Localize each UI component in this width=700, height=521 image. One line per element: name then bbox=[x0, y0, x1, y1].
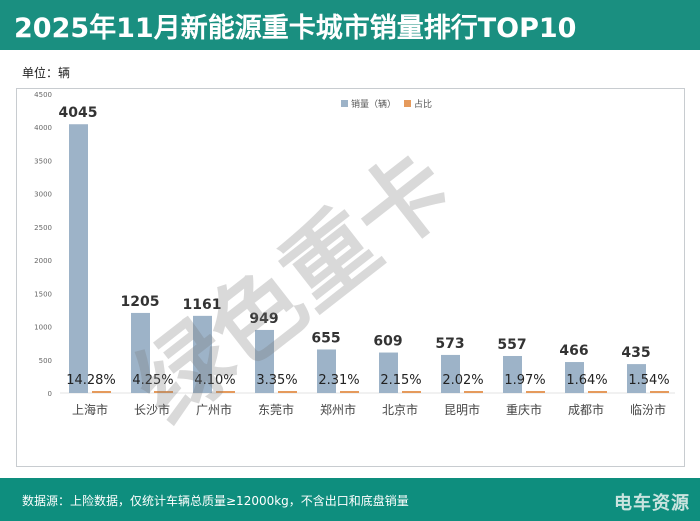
y-tick-label: 3000 bbox=[34, 191, 52, 199]
y-tick-label: 0 bbox=[48, 390, 52, 398]
legend-sales-label: 销量（辆） bbox=[351, 98, 396, 110]
legend-share-label: 占比 bbox=[414, 98, 432, 110]
category-label: 临汾市 bbox=[630, 402, 666, 417]
chart-frame bbox=[16, 88, 685, 467]
category-label: 北京市 bbox=[382, 402, 418, 417]
sales-bar bbox=[193, 315, 212, 393]
footer-banner: 数据源：上险数据，仅统计车辆总质量≥12000kg，不含出口和底盘销量 电车资源 bbox=[0, 478, 700, 521]
sales-value-label: 655 bbox=[311, 330, 340, 346]
y-tick-label: 3500 bbox=[34, 157, 52, 165]
y-tick-label: 2500 bbox=[34, 224, 52, 232]
sales-bar bbox=[627, 364, 646, 393]
share-bar bbox=[650, 391, 669, 393]
y-tick-label: 4500 bbox=[34, 91, 52, 99]
y-tick-label: 1000 bbox=[34, 324, 52, 332]
sales-bar bbox=[317, 349, 336, 393]
sales-value-label: 435 bbox=[621, 345, 650, 361]
sales-bar bbox=[131, 312, 150, 393]
share-bar bbox=[402, 391, 421, 393]
legend-sales-swatch bbox=[341, 100, 348, 107]
sales-bar bbox=[441, 354, 460, 393]
sales-value-label: 949 bbox=[249, 311, 278, 327]
share-value-label: 1.64% bbox=[566, 373, 607, 388]
share-bar bbox=[92, 391, 111, 393]
share-value-label: 2.02% bbox=[442, 373, 483, 388]
share-bar bbox=[588, 391, 607, 393]
category-label: 成都市 bbox=[568, 402, 604, 417]
sales-value-label: 557 bbox=[497, 337, 526, 353]
category-label: 昆明市 bbox=[444, 402, 480, 417]
data-source-note: 数据源：上险数据，仅统计车辆总质量≥12000kg，不含出口和底盘销量 bbox=[22, 494, 409, 508]
share-bar bbox=[154, 391, 173, 393]
sales-value-label: 466 bbox=[559, 343, 588, 359]
sales-value-label: 573 bbox=[435, 336, 464, 352]
sales-value-label: 1205 bbox=[121, 294, 160, 310]
brand-logo: 电车资源 bbox=[614, 493, 690, 514]
category-label: 上海市 bbox=[72, 402, 108, 417]
category-label: 东莞市 bbox=[258, 402, 294, 417]
page-title: 2025年11月新能源重卡城市销量排行TOP10 bbox=[14, 13, 577, 44]
share-bar bbox=[340, 391, 359, 393]
y-tick-label: 2000 bbox=[34, 257, 52, 265]
category-label: 广州市 bbox=[196, 402, 232, 417]
share-bar bbox=[278, 391, 297, 393]
legend-share-swatch bbox=[404, 100, 411, 107]
sales-bar bbox=[255, 329, 274, 393]
sales-bar bbox=[379, 352, 398, 393]
share-value-label: 2.15% bbox=[380, 373, 421, 388]
y-tick-label: 4000 bbox=[34, 124, 52, 132]
sales-value-label: 609 bbox=[373, 334, 402, 350]
sales-bar bbox=[565, 362, 584, 393]
y-tick-label: 500 bbox=[39, 357, 52, 365]
share-bar bbox=[216, 391, 235, 393]
share-bar bbox=[526, 391, 545, 393]
sales-bar bbox=[69, 124, 88, 393]
share-value-label: 14.28% bbox=[66, 373, 116, 388]
sales-value-label: 4045 bbox=[59, 105, 98, 121]
unit-label: 单位：辆 bbox=[22, 66, 71, 80]
y-tick-label: 1500 bbox=[34, 290, 52, 298]
share-value-label: 4.10% bbox=[194, 373, 235, 388]
category-label: 长沙市 bbox=[134, 402, 170, 417]
share-value-label: 1.97% bbox=[504, 373, 545, 388]
sales-value-label: 1161 bbox=[183, 297, 222, 313]
share-value-label: 4.25% bbox=[132, 373, 173, 388]
sales-bar bbox=[503, 355, 522, 393]
share-value-label: 1.54% bbox=[628, 373, 669, 388]
category-label: 郑州市 bbox=[320, 402, 356, 417]
header-banner: 2025年11月新能源重卡城市销量排行TOP10 bbox=[0, 0, 700, 50]
category-label: 重庆市 bbox=[506, 402, 542, 417]
share-value-label: 2.31% bbox=[318, 373, 359, 388]
share-bar bbox=[464, 391, 483, 393]
share-value-label: 3.35% bbox=[256, 373, 297, 388]
